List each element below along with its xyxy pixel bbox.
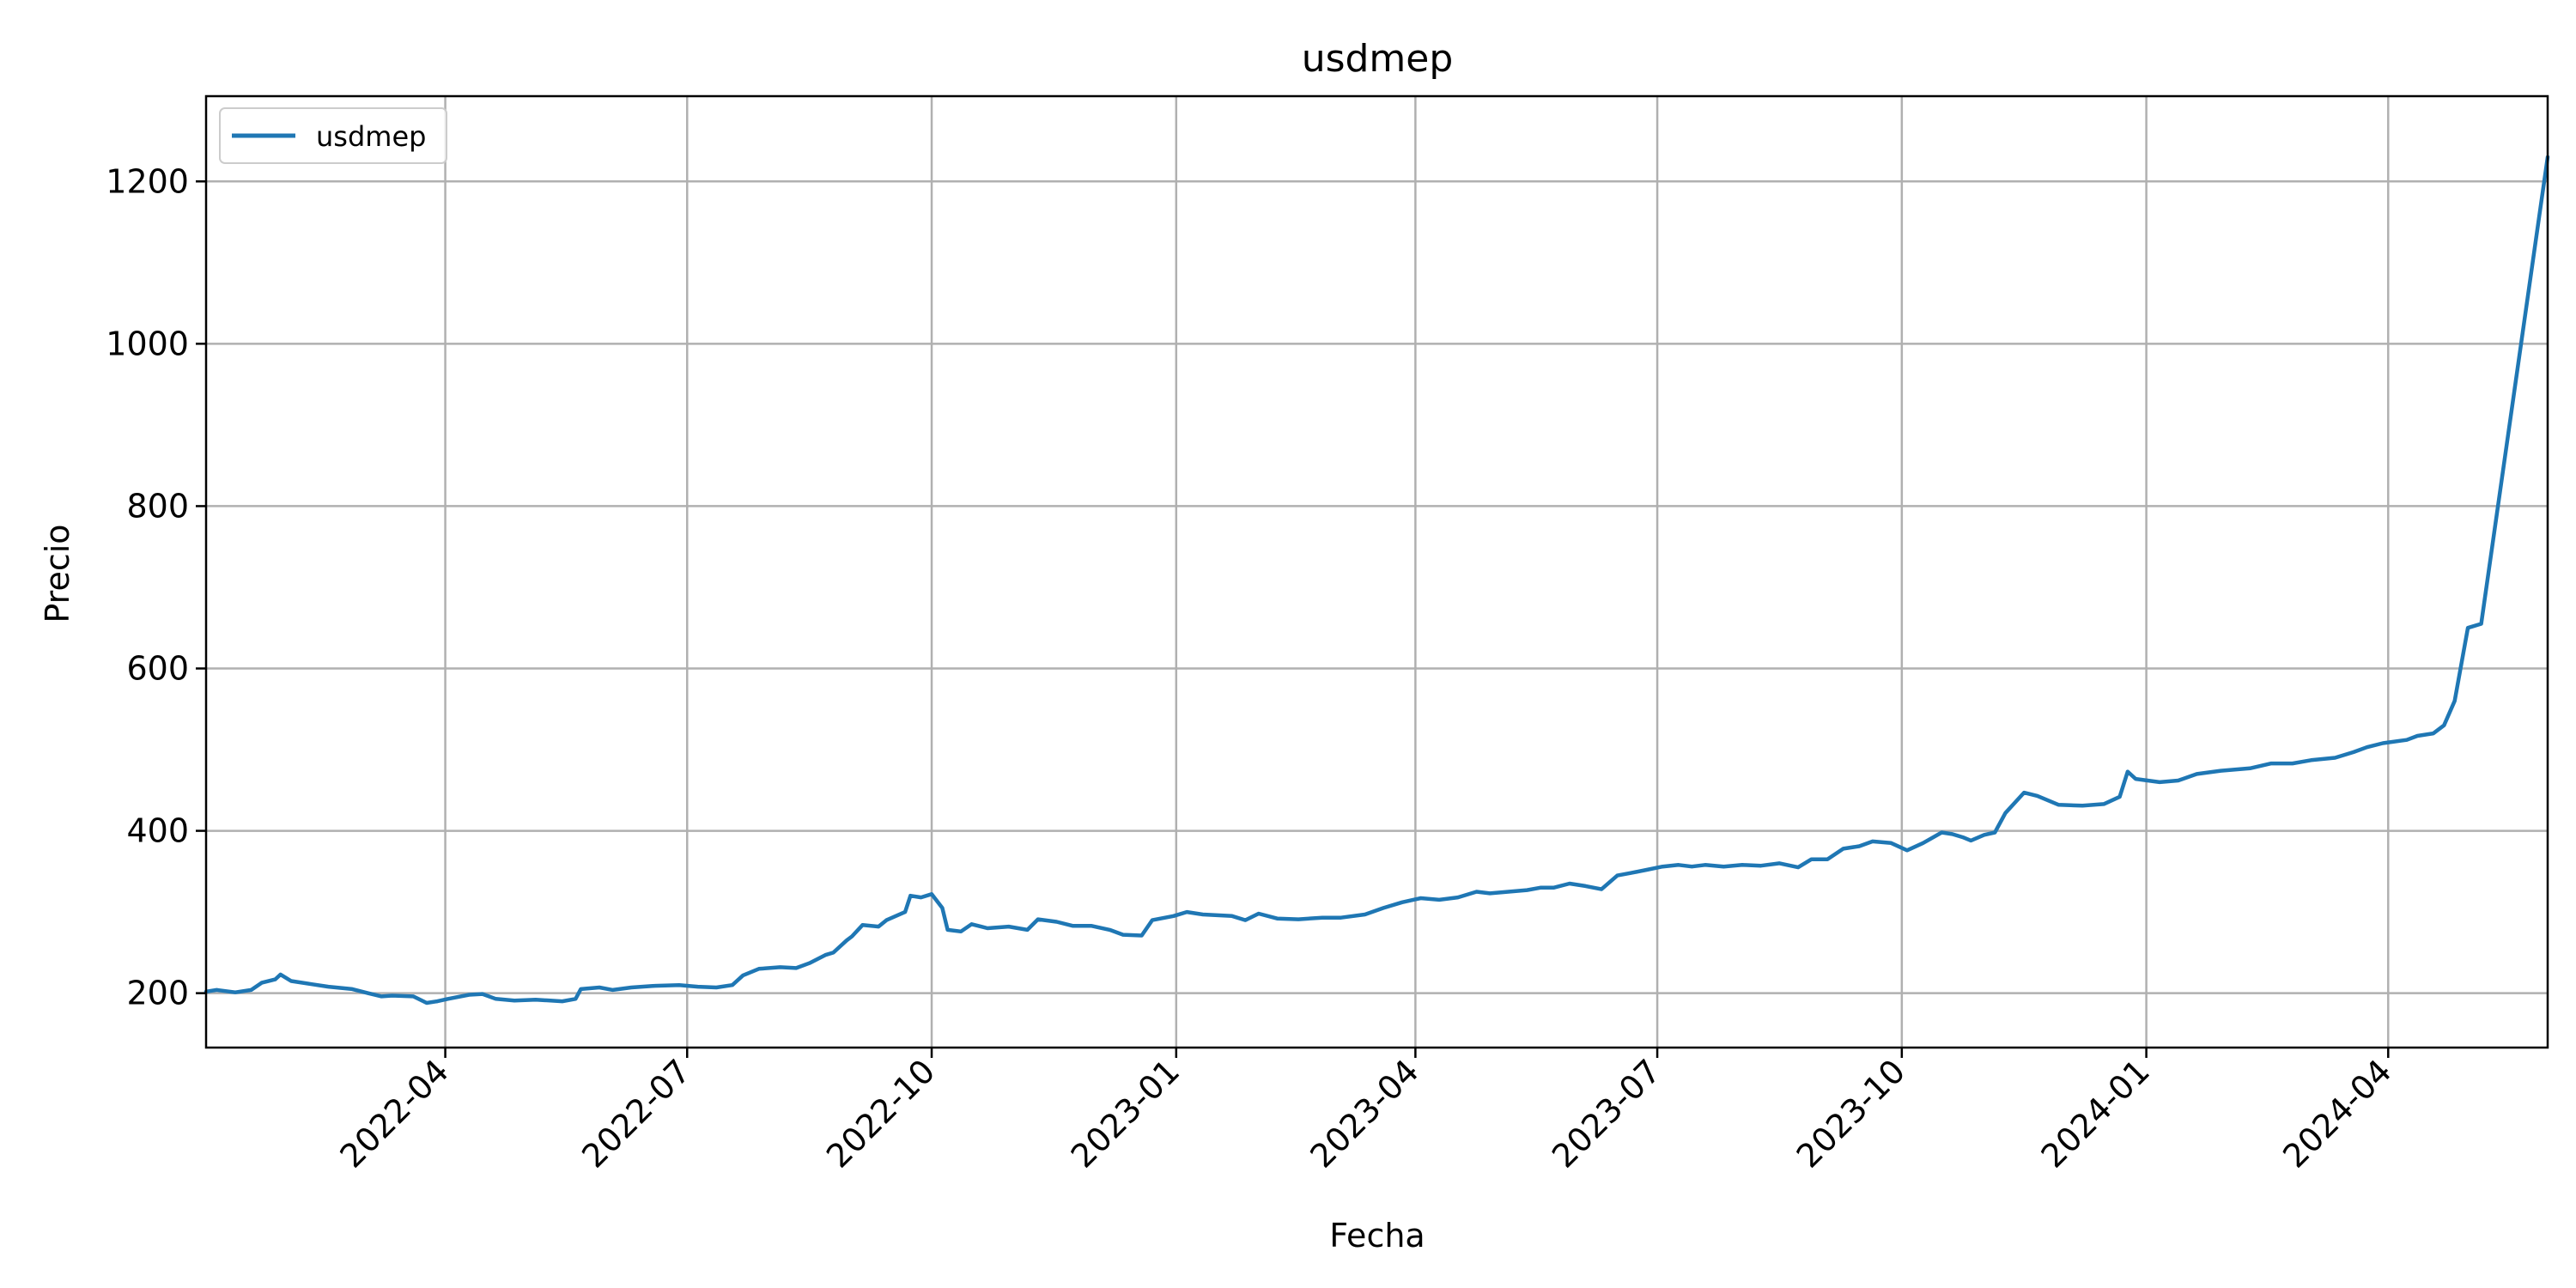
y-tick-label: 600	[126, 650, 189, 688]
y-tick-label: 1000	[106, 325, 189, 362]
series-line-usdmep	[204, 155, 2550, 1005]
legend: usdmep	[219, 107, 447, 164]
x-axis-label: Fecha	[1329, 1217, 1425, 1255]
plot-area-frame	[204, 94, 2549, 1049]
legend-label-usdmep: usdmep	[316, 120, 426, 153]
series-layer	[204, 155, 2550, 1005]
legend-box	[219, 107, 447, 164]
grid-lines	[206, 96, 2548, 1048]
y-tick-label: 400	[126, 812, 189, 850]
y-axis-ticks: 200 400 600 800 1000 1200	[106, 162, 206, 1012]
y-tick-label: 1200	[106, 162, 189, 200]
chart-title: usdmep	[1302, 37, 1454, 81]
y-tick-label: 800	[126, 487, 189, 525]
y-tick-label: 200	[126, 975, 189, 1012]
y-axis-label: Precio	[39, 524, 76, 623]
